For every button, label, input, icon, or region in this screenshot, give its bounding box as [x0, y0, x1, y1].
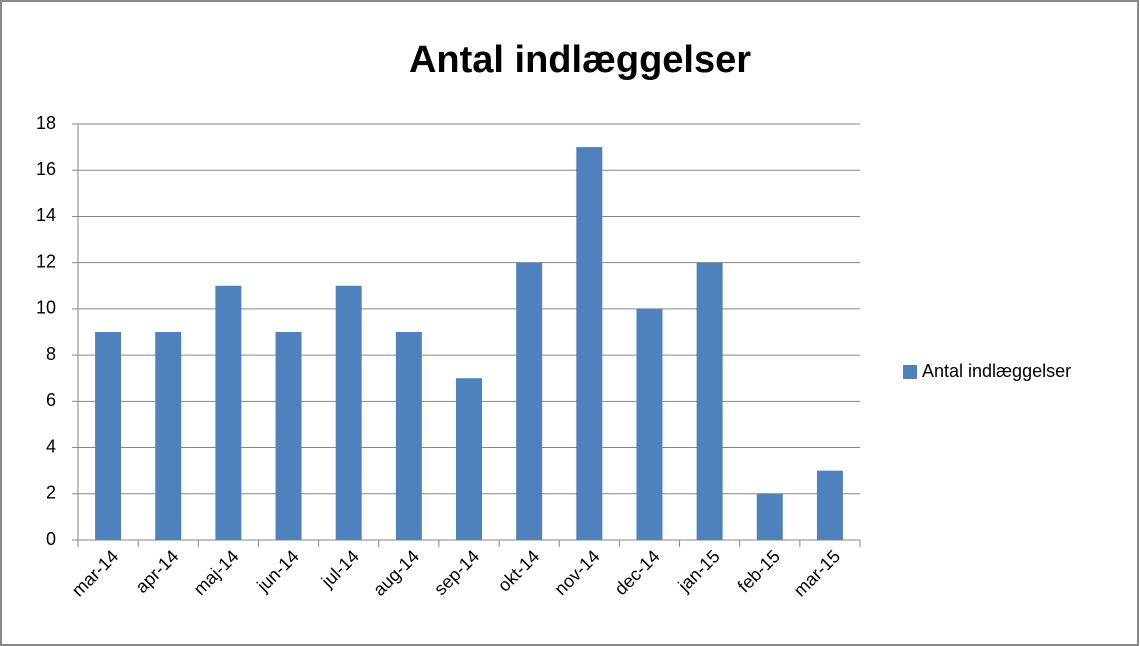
- bar: [636, 308, 663, 540]
- legend-swatch: [903, 365, 917, 379]
- bar: [456, 378, 482, 540]
- bar: [516, 262, 543, 540]
- bar: [696, 262, 723, 540]
- y-tick-label: 12: [36, 251, 56, 271]
- bar: [275, 332, 302, 540]
- y-tick-label: 6: [46, 390, 56, 410]
- bar: [155, 332, 182, 540]
- y-tick-label: 16: [36, 159, 56, 179]
- y-tick-label: 18: [36, 113, 56, 133]
- y-tick-label: 10: [36, 298, 56, 318]
- chart-title: Antal indlæggelser: [409, 39, 751, 81]
- bar: [215, 285, 242, 540]
- y-tick-label: 4: [46, 436, 56, 456]
- y-tick-label: 2: [46, 483, 56, 503]
- bar: [335, 285, 362, 540]
- y-tick-label: 8: [46, 344, 56, 364]
- bar: [756, 493, 783, 540]
- y-tick-label: 14: [36, 205, 56, 225]
- bar: [95, 332, 122, 540]
- bar: [576, 147, 603, 540]
- bar: [395, 332, 422, 540]
- y-tick-label: 0: [46, 529, 56, 549]
- legend-label: Antal indlæggelser: [922, 361, 1071, 381]
- bar: [816, 470, 843, 540]
